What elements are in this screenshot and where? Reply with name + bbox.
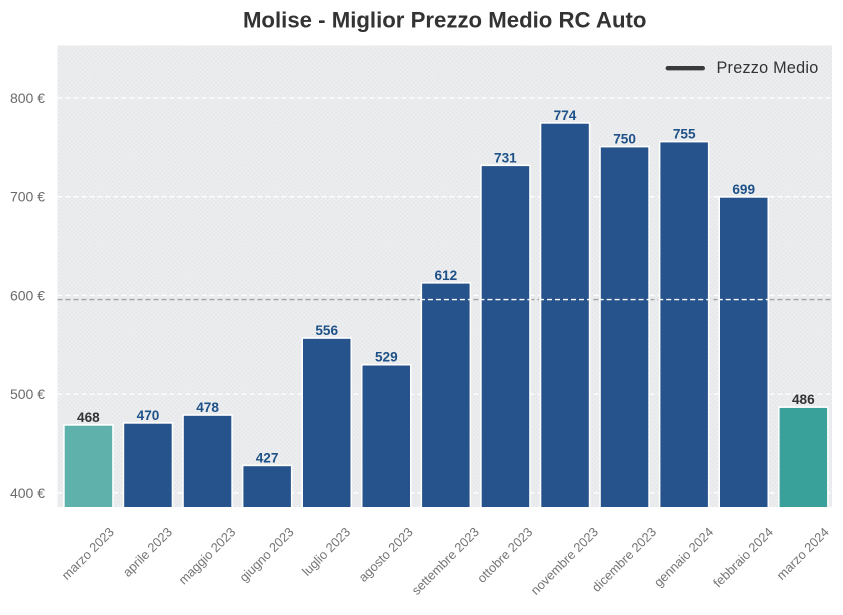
svg-text:470: 470 bbox=[137, 408, 160, 423]
svg-text:529: 529 bbox=[375, 350, 398, 365]
svg-text:400 €: 400 € bbox=[10, 485, 45, 501]
svg-text:478: 478 bbox=[196, 400, 219, 415]
svg-text:699: 699 bbox=[732, 182, 755, 197]
svg-text:750: 750 bbox=[613, 132, 636, 147]
svg-text:774: 774 bbox=[554, 108, 577, 123]
svg-text:Molise - Miglior Prezzo Medio: Molise - Miglior Prezzo Medio RC Auto bbox=[243, 8, 646, 33]
svg-text:Prezzo Medio: Prezzo Medio bbox=[717, 59, 819, 77]
svg-text:700 €: 700 € bbox=[10, 189, 45, 205]
svg-text:731: 731 bbox=[494, 150, 517, 165]
svg-text:612: 612 bbox=[435, 268, 458, 283]
svg-text:600 €: 600 € bbox=[10, 287, 45, 303]
svg-text:427: 427 bbox=[256, 450, 279, 465]
svg-text:800 €: 800 € bbox=[10, 90, 45, 106]
svg-text:500 €: 500 € bbox=[10, 386, 45, 402]
svg-text:556: 556 bbox=[315, 323, 338, 338]
svg-text:468: 468 bbox=[77, 410, 100, 425]
svg-text:486: 486 bbox=[792, 392, 815, 407]
svg-text:755: 755 bbox=[673, 127, 696, 142]
